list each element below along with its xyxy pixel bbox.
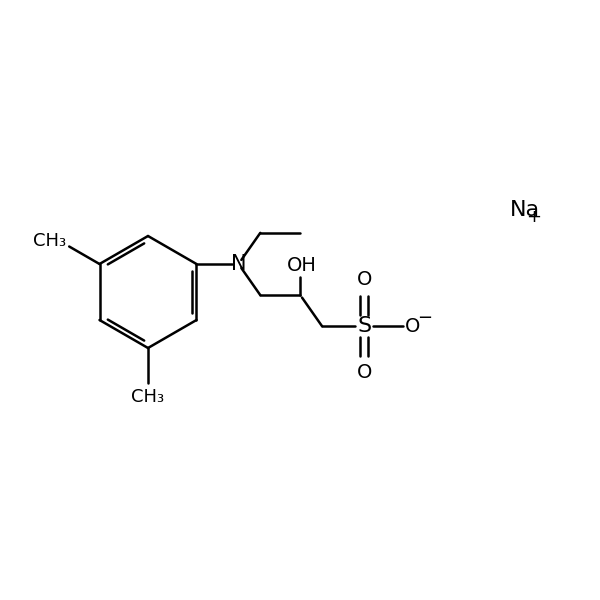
- Text: −: −: [418, 309, 433, 327]
- Text: +: +: [527, 208, 542, 226]
- Text: OH: OH: [287, 256, 317, 275]
- Text: CH₃: CH₃: [33, 232, 66, 250]
- Text: CH₃: CH₃: [131, 388, 164, 406]
- Text: Na: Na: [510, 200, 540, 220]
- Text: S: S: [357, 316, 371, 336]
- Text: O: O: [356, 270, 372, 289]
- Text: O: O: [404, 317, 420, 336]
- Text: O: O: [356, 363, 372, 382]
- Text: N: N: [231, 254, 246, 274]
